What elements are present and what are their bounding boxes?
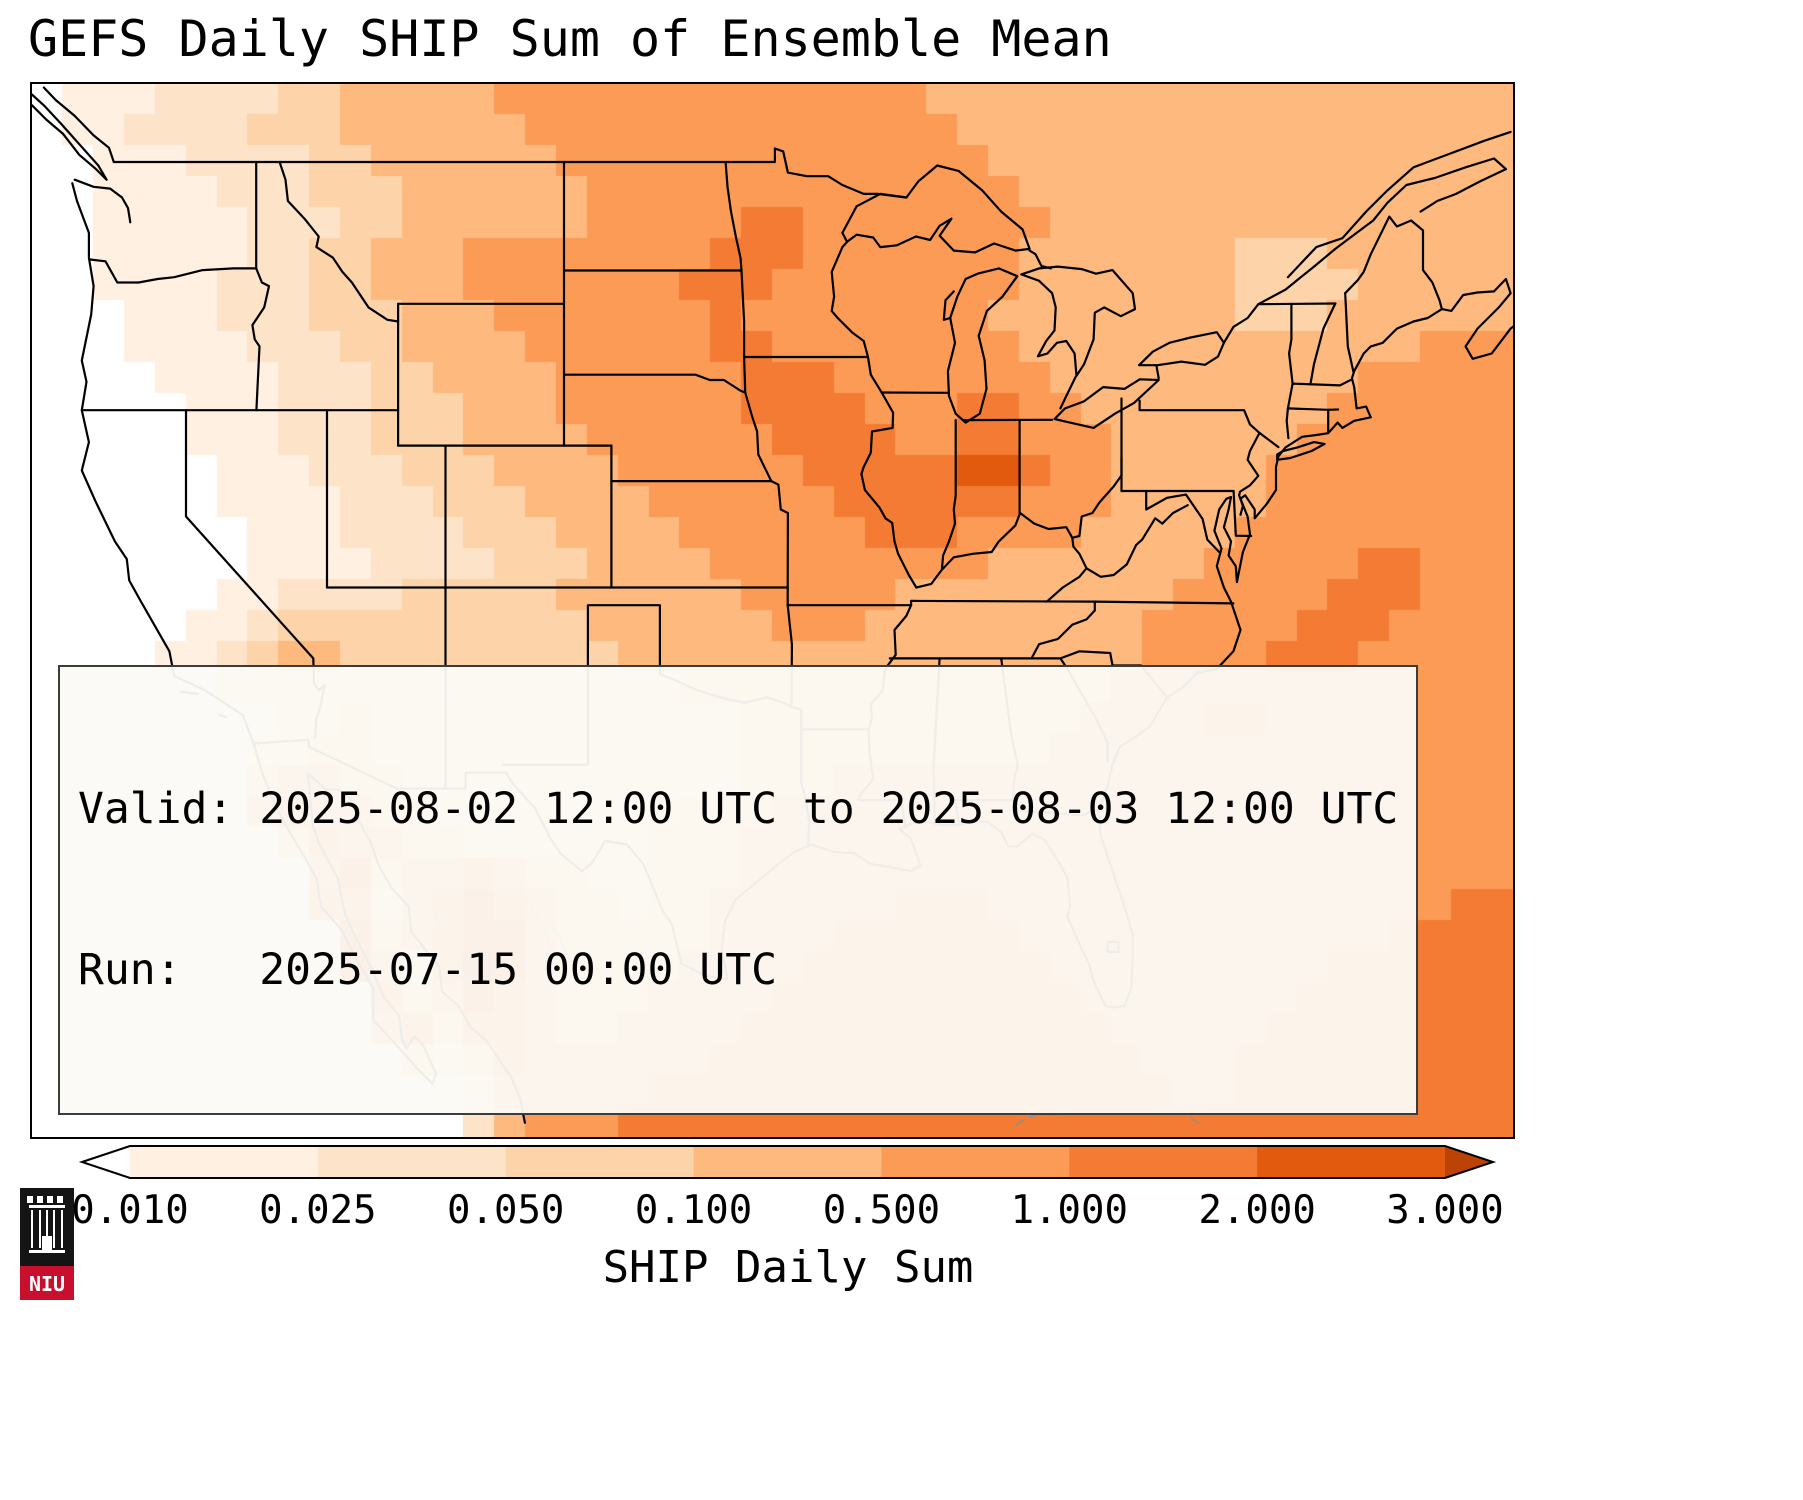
boundary-line bbox=[1222, 303, 1260, 344]
colorbar-segment bbox=[693, 1146, 883, 1178]
colorbar-segment bbox=[317, 1146, 507, 1178]
map-panel: Valid: 2025-08-02 12:00 UTC to 2025-08-0… bbox=[30, 82, 1515, 1139]
boundary-line bbox=[1344, 292, 1355, 374]
boundary-line bbox=[1276, 441, 1326, 461]
boundary-line bbox=[1053, 378, 1160, 429]
boundary-line bbox=[88, 258, 258, 284]
boundary-line bbox=[1291, 378, 1354, 387]
boundary-line bbox=[112, 147, 908, 199]
boundary-line bbox=[1020, 265, 1137, 377]
boundary-line bbox=[32, 93, 108, 181]
boundary-line bbox=[770, 480, 790, 607]
valid-run-box: Valid: 2025-08-02 12:00 UTC to 2025-08-0… bbox=[58, 665, 1419, 1115]
castle-icon bbox=[20, 1188, 74, 1300]
boundary-line bbox=[1085, 504, 1189, 578]
boundary-line bbox=[278, 160, 400, 323]
boundary-line bbox=[786, 599, 1235, 607]
colorbar-tick-label: 0.100 bbox=[634, 1188, 753, 1233]
boundary-line bbox=[1237, 431, 1280, 516]
colorbar-tick-label: 0.500 bbox=[822, 1188, 941, 1233]
boundary-line bbox=[940, 419, 957, 571]
colorbar-tick-label: 0.050 bbox=[447, 1188, 565, 1233]
colorbar-segment bbox=[1257, 1146, 1446, 1178]
colorbar-label: SHIP Daily Sum bbox=[602, 1242, 974, 1293]
boundary-line bbox=[946, 267, 1019, 424]
boundary-line bbox=[1028, 249, 1053, 270]
boundary-line bbox=[1257, 302, 1337, 306]
boundary-line bbox=[73, 178, 132, 224]
run-line: Run: 2025-07-15 00:00 UTC bbox=[78, 944, 777, 995]
colorbar-under-arrow bbox=[82, 1146, 130, 1178]
boundary-line bbox=[740, 269, 747, 394]
colorbar-tick-label: 0.025 bbox=[259, 1188, 377, 1233]
valid-line: Valid: 2025-08-02 12:00 UTC to 2025-08-0… bbox=[78, 783, 1399, 834]
colorbar-ticks: 0.010 0.025 0.050 0.100 0.500 1.000 2.000 3.000 bbox=[30, 1188, 1511, 1238]
boundary-line bbox=[1344, 215, 1444, 311]
colorbar-tick-label: 3.000 bbox=[1386, 1188, 1504, 1233]
boundary-line bbox=[251, 267, 271, 412]
boundary-line bbox=[830, 240, 870, 359]
boundary-line bbox=[1045, 536, 1088, 603]
figure-title: GEFS Daily SHIP Sum of Ensemble Mean bbox=[28, 10, 1112, 68]
boundary-line bbox=[1059, 375, 1077, 410]
colorbar-tick-label: 0.010 bbox=[71, 1188, 189, 1233]
boundary-line bbox=[1155, 364, 1160, 380]
boundary-line bbox=[562, 373, 773, 483]
boundary-line bbox=[860, 355, 918, 589]
colorbar-segment bbox=[505, 1146, 695, 1178]
boundary-line bbox=[1097, 308, 1444, 812]
logo-text: NIU bbox=[29, 1272, 65, 1296]
boundary-line bbox=[1138, 399, 1261, 434]
boundary-line bbox=[1145, 489, 1221, 554]
niu-logo: NIU bbox=[20, 1188, 74, 1300]
colorbar bbox=[78, 1145, 1497, 1179]
boundary-line bbox=[841, 164, 1031, 254]
colorbar-segment bbox=[130, 1146, 319, 1178]
boundary-line bbox=[1286, 130, 1512, 279]
boundary-line bbox=[1232, 489, 1253, 538]
boundary-line bbox=[1285, 302, 1294, 440]
boundary-line bbox=[1440, 277, 1513, 360]
colorbar-tick-label: 1.000 bbox=[1010, 1188, 1128, 1233]
boundary-line bbox=[71, 182, 255, 745]
boundary-line bbox=[1137, 331, 1226, 367]
colorbar-segment bbox=[1069, 1146, 1258, 1178]
boundary-line bbox=[1309, 302, 1337, 386]
colorbar-segment bbox=[881, 1146, 1070, 1178]
colorbar-outline bbox=[78, 1145, 1497, 1179]
boundary-line bbox=[942, 290, 955, 321]
boundary-line bbox=[915, 457, 1123, 589]
boundary-line bbox=[724, 160, 743, 272]
boundary-line bbox=[42, 86, 115, 164]
boundary-line bbox=[1286, 407, 1340, 411]
boundary-line bbox=[1030, 600, 1096, 660]
boundary-line bbox=[1257, 157, 1508, 306]
colorbar-over-arrow bbox=[1445, 1146, 1493, 1178]
colorbar-tick-label: 2.000 bbox=[1198, 1188, 1316, 1233]
